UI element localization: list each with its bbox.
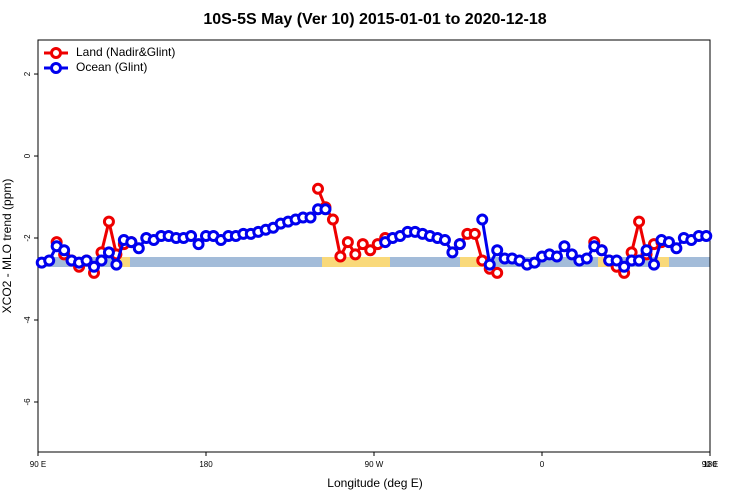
data-point — [349, 248, 362, 261]
chart-title: 10S-5S May (Ver 10) 2015-01-01 to 2020-1… — [203, 11, 546, 28]
x-tick-label: 90 E — [30, 460, 46, 469]
legend-label: Land (Nadir&Glint) — [76, 45, 175, 59]
data-point — [558, 240, 571, 253]
data-point — [670, 242, 683, 255]
data-point — [125, 236, 138, 249]
data-point — [491, 266, 504, 279]
legend-marker — [50, 62, 62, 74]
data-point — [185, 229, 198, 242]
land-band — [655, 257, 669, 267]
data-point — [446, 246, 459, 259]
data-point — [95, 254, 108, 267]
x-tick-label: 180 — [199, 460, 213, 469]
data-point — [102, 215, 115, 228]
x-tick-label: 90 W — [365, 460, 384, 469]
data-point — [633, 254, 646, 267]
data-point — [595, 244, 608, 257]
y-tick-label: -6 — [23, 398, 32, 406]
legend-label: Ocean (Glint) — [76, 60, 147, 74]
y-tick-label: 2 — [23, 71, 32, 76]
data-point — [438, 234, 451, 247]
data-point — [312, 182, 324, 195]
data-point — [326, 213, 339, 226]
data-point — [476, 213, 489, 226]
data-point — [304, 211, 317, 224]
land-band — [116, 257, 130, 267]
data-point — [648, 258, 660, 271]
land-band — [460, 257, 485, 267]
data-point — [640, 244, 653, 257]
data-point — [468, 227, 481, 240]
x-tick-label: 0 — [540, 460, 545, 469]
land-band — [322, 257, 390, 267]
data-point — [334, 250, 347, 263]
data-point — [633, 215, 646, 228]
data-point — [80, 254, 93, 267]
y-tick-label: -2 — [23, 234, 32, 242]
legend-marker — [50, 47, 62, 59]
data-point — [528, 256, 541, 269]
data-point — [43, 254, 56, 267]
data-point — [88, 260, 100, 273]
data-point — [700, 229, 713, 242]
data-point — [453, 238, 466, 251]
data-point — [132, 242, 145, 255]
y-tick-label: -4 — [23, 316, 32, 324]
x-tick-label: 90 E — [702, 460, 718, 469]
data-point — [356, 238, 369, 251]
data-point — [618, 260, 631, 273]
data-point — [491, 244, 504, 257]
x-axis-label: Longitude (deg E) — [327, 476, 422, 490]
data-point — [364, 244, 377, 257]
data-point — [610, 254, 623, 267]
y-axis-label: XCO2 - MLO trend (ppm) — [0, 179, 14, 314]
data-point — [580, 252, 593, 265]
x-tick-label: 180 — [703, 460, 717, 469]
data-point — [662, 236, 675, 249]
data-point — [550, 250, 563, 263]
data-point — [58, 244, 71, 257]
data-point — [341, 236, 354, 249]
data-point — [102, 246, 115, 259]
data-point — [565, 248, 578, 261]
data-point — [483, 258, 496, 271]
data-point — [319, 203, 332, 216]
data-point — [192, 238, 205, 251]
y-tick-label: 0 — [23, 153, 32, 158]
data-point — [110, 258, 123, 271]
